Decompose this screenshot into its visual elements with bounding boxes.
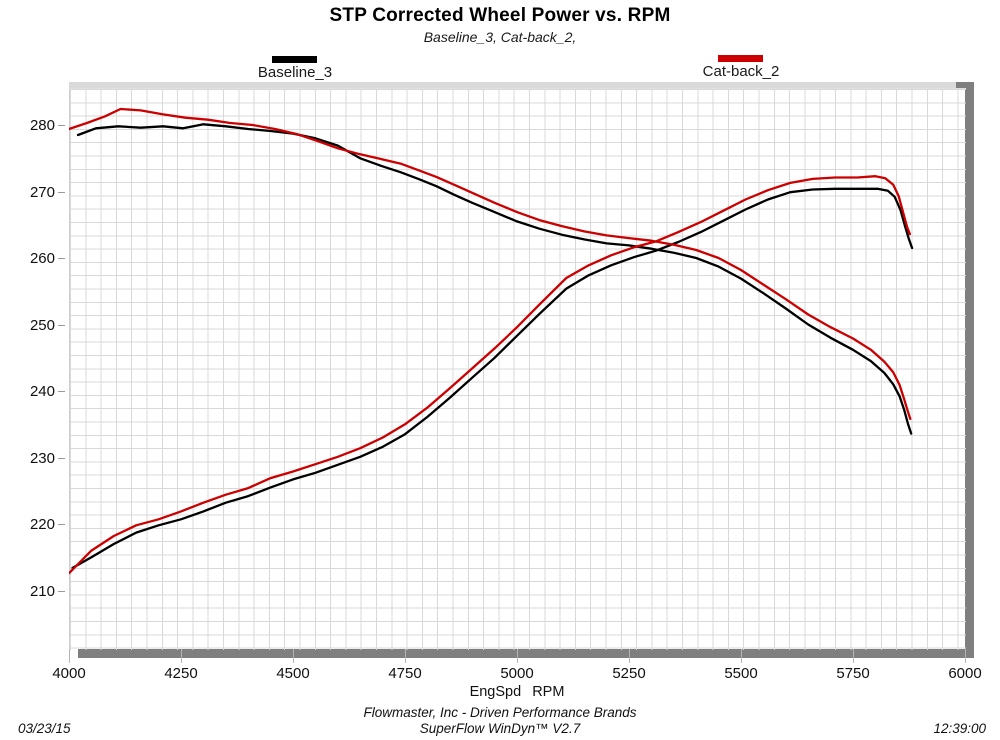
horizontal-scrollbar-track[interactable] xyxy=(69,82,974,88)
x-tick-label: 5750 xyxy=(836,665,870,682)
y-tick-mark xyxy=(58,391,65,392)
chart-subtitle: Baseline_3, Cat-back_2, xyxy=(423,29,577,45)
time-stamp: 12:39:00 xyxy=(933,721,986,736)
chart-title: STP Corrected Wheel Power vs. RPM xyxy=(329,5,671,26)
legend-label-baseline: Baseline_3 xyxy=(257,64,333,81)
y-tick-label: 240 xyxy=(29,383,55,400)
legend-swatch-catback xyxy=(718,55,763,62)
y-tick-mark xyxy=(58,590,65,592)
x-tick-label: 4000 xyxy=(52,665,86,682)
vertical-scrollbar[interactable] xyxy=(965,88,974,658)
x-tick-label: 4750 xyxy=(388,665,422,682)
x-tick-mark xyxy=(69,649,70,663)
x-tick-mark xyxy=(741,649,742,663)
horizontal-scrollbar-thumb[interactable] xyxy=(956,82,974,88)
y-tick-mark xyxy=(58,324,65,326)
x-tick-mark xyxy=(517,649,518,663)
y-tick-label: 280 xyxy=(29,117,55,134)
x-tick-mark xyxy=(629,649,630,663)
x-tick-mark xyxy=(965,649,966,663)
footer-company: Flowmaster, Inc - Driven Performance Bra… xyxy=(363,705,637,720)
x-tick-mark xyxy=(293,649,294,663)
y-tick-label: 260 xyxy=(29,250,55,267)
y-tick-label: 210 xyxy=(29,582,55,600)
x-axis-title: EngSpd RPM xyxy=(469,684,565,700)
x-tick-mark xyxy=(853,649,854,663)
date-stamp: 03/23/15 xyxy=(18,721,71,736)
plot-area xyxy=(69,88,966,650)
y-tick-label: 270 xyxy=(29,183,55,201)
x-tick-label: 5000 xyxy=(500,665,534,682)
y-tick-label: 220 xyxy=(29,516,55,533)
x-tick-mark xyxy=(405,649,406,663)
y-tick-label: 250 xyxy=(29,316,55,334)
y-tick-mark xyxy=(58,125,65,126)
x-tick-label: 5500 xyxy=(724,665,758,682)
legend-swatch-baseline xyxy=(272,56,317,63)
bottom-axis-bar[interactable] xyxy=(78,649,974,658)
y-tick-mark xyxy=(58,191,65,193)
y-tick-mark xyxy=(58,524,65,525)
y-tick-mark xyxy=(58,258,65,259)
x-tick-mark xyxy=(181,649,182,663)
x-tick-label: 5250 xyxy=(612,665,646,682)
legend-label-catback: Cat-back_2 xyxy=(702,63,780,80)
x-tick-label: 4500 xyxy=(276,665,310,682)
y-tick-mark xyxy=(58,457,65,459)
y-tick-label: 230 xyxy=(29,449,55,467)
x-tick-label: 6000 xyxy=(948,665,982,682)
x-tick-label: 4250 xyxy=(164,665,198,682)
footer-software: SuperFlow WinDyn™ V2.7 xyxy=(419,721,581,736)
